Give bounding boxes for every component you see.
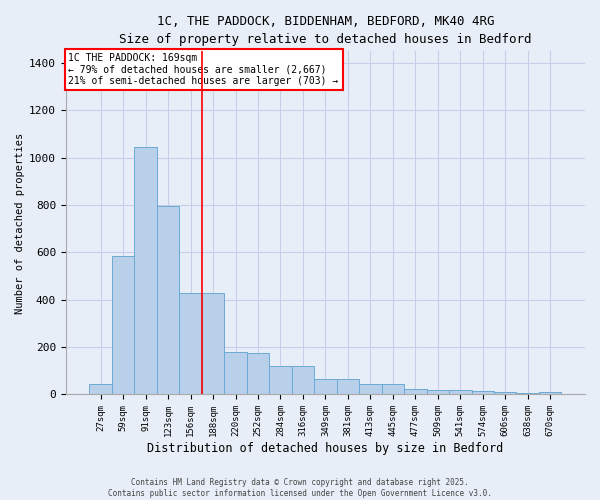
Bar	[157, 206, 179, 394]
Bar	[314, 379, 337, 394]
Bar	[89, 384, 112, 394]
Bar	[359, 384, 382, 394]
Bar	[539, 392, 562, 394]
Bar	[337, 379, 359, 394]
Bar	[202, 292, 224, 394]
Bar	[112, 256, 134, 394]
Bar	[382, 384, 404, 394]
Bar	[224, 352, 247, 395]
Bar	[449, 390, 472, 394]
Text: Contains HM Land Registry data © Crown copyright and database right 2025.
Contai: Contains HM Land Registry data © Crown c…	[108, 478, 492, 498]
Text: 1C THE PADDOCK: 169sqm
← 79% of detached houses are smaller (2,667)
21% of semi-: 1C THE PADDOCK: 169sqm ← 79% of detached…	[68, 53, 339, 86]
Bar	[494, 392, 517, 394]
Bar	[404, 388, 427, 394]
Bar	[472, 391, 494, 394]
Y-axis label: Number of detached properties: Number of detached properties	[15, 132, 25, 314]
Bar	[134, 147, 157, 394]
Title: 1C, THE PADDOCK, BIDDENHAM, BEDFORD, MK40 4RG
Size of property relative to detac: 1C, THE PADDOCK, BIDDENHAM, BEDFORD, MK4…	[119, 15, 532, 46]
Bar	[269, 366, 292, 394]
Bar	[247, 353, 269, 395]
Bar	[292, 366, 314, 394]
Bar	[179, 292, 202, 394]
Bar	[427, 390, 449, 394]
X-axis label: Distribution of detached houses by size in Bedford: Distribution of detached houses by size …	[148, 442, 503, 455]
